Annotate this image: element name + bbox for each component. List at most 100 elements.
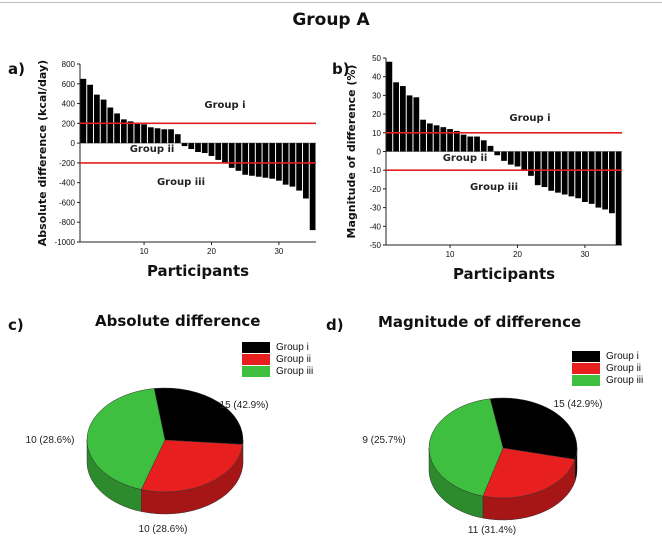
chart-b-bar (615, 151, 622, 245)
chart-b-xtick-label: 20 (513, 250, 522, 259)
chart-b-bar (393, 82, 399, 152)
pie-c-legend-item: Group i (242, 341, 313, 353)
pie-d-legend-item: Group iii (572, 374, 643, 386)
legend-d: Group i Group ii Group iii (572, 350, 643, 386)
chart-b-group-label: Group ii (443, 153, 488, 164)
chart-a-x-axis-title: Participants (147, 262, 249, 280)
chart-a-bar (114, 113, 120, 144)
chart-b-bar (568, 151, 575, 197)
chart-a-bar (249, 143, 255, 176)
chart-a-y-axis-title: Absolute difference (kcal/day) (36, 60, 49, 246)
chart-b-bar (534, 151, 541, 186)
chart-a-ytick-label: -800 (59, 218, 76, 227)
chart-a-bar (195, 143, 201, 153)
chart-b-ytick-label: -20 (369, 185, 381, 194)
pie-c-slice-label: 10 (28.6%) (26, 435, 75, 446)
pie-d-title: Magnitude of difference (378, 313, 582, 331)
chart-b-bar (582, 151, 588, 202)
chart-b-bar (413, 97, 420, 152)
chart-a-ytick-label: -200 (59, 159, 76, 168)
pie-c-legend-item: Group ii (242, 353, 313, 365)
pie-c-legend-swatch (242, 353, 270, 365)
chart-a-ytick-label: -400 (59, 179, 76, 188)
chart-b-bar (399, 86, 406, 152)
chart-b-bar (507, 151, 514, 165)
chart-a-bar (235, 143, 242, 171)
pie-d-slice-label: 11 (31.4%) (468, 525, 516, 536)
chart-a-bar (276, 143, 282, 181)
chart-b-bar (548, 151, 555, 191)
figure-title: Group A (292, 10, 370, 30)
chart-b-bar (467, 136, 474, 152)
pie-d-legend-label: Group iii (606, 374, 644, 386)
chart-b-bar (528, 151, 534, 176)
chart-a-bar (154, 128, 161, 144)
chart-a-bar (147, 127, 154, 144)
chart-b-bar (514, 151, 521, 167)
chart-b-bar (480, 140, 487, 152)
chart-a-bar (309, 143, 316, 231)
chart-a-bar (161, 129, 168, 144)
chart-b-bar (447, 129, 453, 152)
chart-a-xtick-label: 20 (207, 247, 216, 256)
chart-a-ytick-label: 600 (62, 80, 76, 89)
pie-d-slice-label: 15 (42.9%) (554, 399, 603, 410)
chart-b-bar (609, 151, 615, 214)
chart-a-bar (242, 143, 249, 175)
panel-d-letter: d) (326, 316, 344, 334)
chart-a-bar (168, 129, 174, 144)
pie-c-legend-swatch (242, 341, 270, 353)
panel-c-letter: c) (8, 316, 24, 334)
chart-b-ytick-label: -30 (369, 204, 381, 213)
chart-a-bar (93, 94, 100, 144)
chart-b-bar (561, 151, 568, 195)
pie-c-slice-group-i (153, 387, 244, 445)
chart-b-group-label: Group i (509, 113, 550, 124)
pie-c-legend-swatch (242, 365, 270, 377)
chart-b-ytick-label: 0 (377, 148, 382, 157)
chart-b-ytick-label: 40 (372, 73, 381, 82)
chart-b-ytick-label: -40 (369, 222, 381, 231)
pie-c-slice-group-ii (140, 439, 244, 493)
pie-d-legend-label: Group i (606, 350, 639, 362)
chart-b-bar (420, 119, 426, 152)
chart-a-bar (215, 143, 222, 160)
chart-b-bar (541, 151, 548, 188)
pie-d-slice-label: 9 (25.7%) (362, 435, 405, 446)
chart-a-bar (303, 143, 309, 199)
chart-a-ytick-label: -1000 (55, 238, 76, 247)
pie-c-legend-item: Group iii (242, 365, 313, 377)
chart-a-bar (107, 107, 114, 144)
chart-a-bar (296, 143, 303, 191)
chart-a-bar (208, 143, 215, 156)
chart-b-bar (433, 125, 440, 152)
chart-b-x-axis-title: Participants (453, 265, 555, 283)
chart-a-bar (181, 143, 188, 147)
legend-c: Group i Group ii Group iii (242, 341, 313, 377)
pie-d-legend-swatch (572, 350, 600, 362)
chart-a-bar (269, 143, 276, 179)
chart-b-ytick-label: -10 (369, 166, 381, 175)
chart-a-bar (201, 143, 208, 153)
chart-a-group-label: Group iii (157, 177, 205, 188)
chart-b-bar (494, 151, 501, 156)
chart-b-bar (460, 134, 467, 152)
chart-a-xtick-label: 10 (140, 247, 149, 256)
chart-a-bar (282, 143, 289, 185)
pie-c-title: Absolute difference (95, 312, 261, 330)
chart-b-ytick-label: 10 (372, 129, 381, 138)
pie-c-slice-group-iii (86, 388, 166, 490)
chart-b-ytick-label: 50 (372, 54, 381, 63)
pie-c-slice-label: 15 (42.9%) (220, 400, 269, 411)
chart-a-group-label: Group ii (130, 144, 175, 155)
chart-b-ytick-label: 20 (372, 110, 381, 119)
chart-a-bar (134, 123, 141, 144)
chart-b-bar (487, 145, 494, 152)
chart-b-bar (406, 95, 413, 152)
chart-a-bar (289, 143, 296, 187)
chart-b-bar (386, 61, 393, 152)
chart-a-bar (222, 143, 228, 163)
pie-d-legend-item: Group i (572, 350, 643, 362)
